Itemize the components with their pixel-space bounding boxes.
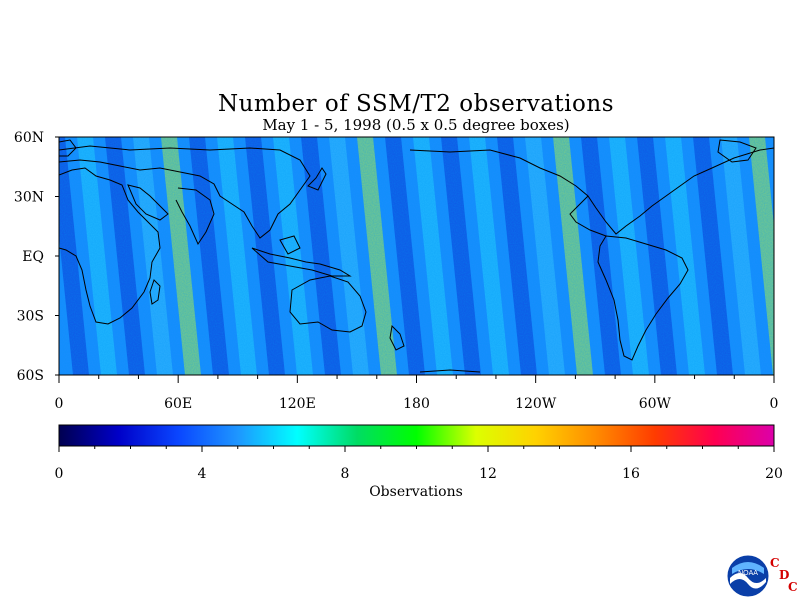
lon-tick-label: 0 <box>55 396 64 412</box>
coast-south-america <box>597 235 689 361</box>
colorbar: 0 4 8 12 16 20 Observations <box>55 424 783 500</box>
cdc-letter-c2: C <box>788 580 798 594</box>
coast-australia <box>289 275 367 333</box>
map-axes: 60N 30N EQ 30S 60S 0 60E 120E 180 120W 60W 0 <box>14 130 779 412</box>
lat-tick-label: 60S <box>17 368 44 384</box>
noaa-emblem-text: NOAA <box>738 570 758 577</box>
noaa-logo: NOAA C D C <box>726 554 798 598</box>
colorbar-tick-label: 4 <box>198 466 207 482</box>
coast-africa <box>59 167 161 325</box>
map-title: Number of SSM/T2 observations <box>218 91 614 117</box>
lat-tick-label: 30S <box>17 309 44 325</box>
colorbar-tick-label: 8 <box>341 466 350 482</box>
field-noise <box>59 137 774 375</box>
colorbar-label: Observations <box>369 484 463 500</box>
colorbar-tick-label: 12 <box>479 466 497 482</box>
observation-field <box>59 137 774 375</box>
coastlines <box>59 139 774 373</box>
lat-tick-label: 30N <box>14 190 44 206</box>
coast-europe <box>59 139 77 157</box>
coast-north-america <box>409 147 774 235</box>
coast-asia <box>59 145 311 239</box>
coast-newzealand <box>389 324 405 351</box>
coast-arabia <box>127 184 169 221</box>
coast-central-america <box>569 195 607 237</box>
coast-greenland <box>717 139 757 163</box>
cdc-letter-c1: C <box>770 556 780 570</box>
cdc-letter-d: D <box>779 568 790 582</box>
colorbar-strip <box>58 424 775 447</box>
coast-japan <box>307 167 327 191</box>
lon-tick-label: 60W <box>639 396 672 412</box>
lon-tick-label: 120W <box>515 396 557 412</box>
lon-tick-label: 60E <box>164 396 192 412</box>
colorbar-tick-label: 20 <box>765 466 783 482</box>
lon-tick-label: 180 <box>403 396 430 412</box>
noaa-emblem-icon: NOAA <box>727 555 769 597</box>
coast-antarctic <box>419 369 481 373</box>
lat-tick-label: 60N <box>14 130 44 146</box>
map-subtitle: May 1 - 5, 1998 (0.5 x 0.5 degree boxes) <box>262 116 570 134</box>
lon-tick-label: 0 <box>770 396 779 412</box>
colorbar-tick-label: 0 <box>55 466 64 482</box>
coast-indonesia <box>251 247 352 277</box>
coast-madagascar <box>149 279 161 305</box>
lon-tick-label: 120E <box>279 396 316 412</box>
colorbar-axes: 0 4 8 12 16 20 <box>55 446 783 482</box>
colorbar-tick-label: 16 <box>622 466 640 482</box>
coast-india <box>175 187 215 246</box>
lat-tick-label: EQ <box>22 249 44 265</box>
coast-borneo <box>279 235 301 255</box>
